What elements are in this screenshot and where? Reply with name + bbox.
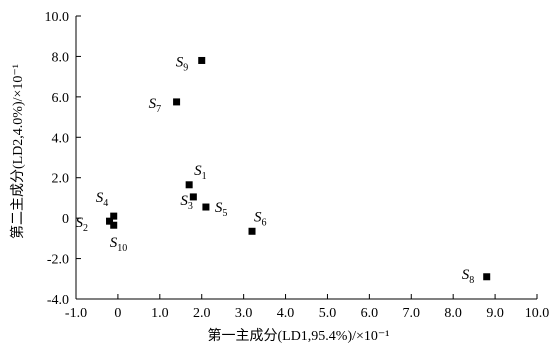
x-tick-label: 4.0 bbox=[277, 306, 295, 321]
point-label-letter: S bbox=[215, 200, 223, 216]
point-label-S5: S5 bbox=[215, 200, 228, 219]
axes: -1.0 0 1.0 2.0 3.0 4.0 5.0 6.0 7.0 8.0 9.0 10.0 -4.0… bbox=[45, 10, 550, 321]
point-S10 bbox=[110, 221, 118, 229]
x-tick-label: 0 bbox=[114, 306, 121, 321]
point-label-S1: S1 bbox=[194, 163, 207, 182]
point-label-letter: S bbox=[462, 267, 470, 283]
y-axis-title: 第二主成分(LD2,4.0%)/×10⁻¹ bbox=[9, 64, 26, 239]
point-label-letter: S bbox=[194, 163, 202, 179]
x-tick-label: -1.0 bbox=[65, 306, 87, 321]
point-S9 bbox=[198, 56, 206, 64]
x-tick-label: 10.0 bbox=[525, 306, 550, 321]
point-label-subscript: 10 bbox=[117, 243, 127, 254]
point-label-letter: S bbox=[254, 209, 262, 225]
point-label-S10: S10 bbox=[110, 235, 128, 254]
point-label-letter: S bbox=[180, 193, 188, 209]
point-label-S7: S7 bbox=[149, 96, 162, 115]
point-label-S3: S3 bbox=[180, 193, 193, 212]
point-S3 bbox=[189, 193, 197, 201]
y-tick-label: 4.0 bbox=[52, 131, 70, 146]
x-tick-label: 5.0 bbox=[319, 306, 337, 321]
point-label-letter: S bbox=[149, 96, 157, 112]
point-label-subscript: 5 bbox=[222, 208, 227, 219]
y-tick-label: 10.0 bbox=[45, 10, 70, 25]
point-label-S2: S2 bbox=[76, 215, 89, 234]
point-S5 bbox=[202, 203, 210, 211]
point-label-subscript: 1 bbox=[202, 171, 207, 182]
point-label-S8: S8 bbox=[462, 267, 475, 286]
point-label-S6: S6 bbox=[254, 209, 267, 228]
y-tick-label: 8.0 bbox=[52, 50, 70, 65]
y-tick-label: 0 bbox=[62, 212, 69, 227]
x-tick-label: 7.0 bbox=[403, 306, 421, 321]
x-tick-label: 2.0 bbox=[193, 306, 211, 321]
point-label-S9: S9 bbox=[176, 54, 189, 73]
point-label-letter: S bbox=[76, 215, 84, 231]
y-tick-label: -4.0 bbox=[47, 293, 69, 308]
point-S6 bbox=[248, 227, 256, 235]
point-label-subscript: 7 bbox=[156, 104, 161, 115]
x-tick-label: 8.0 bbox=[444, 306, 462, 321]
point-S2 bbox=[106, 217, 114, 225]
point-S4 bbox=[110, 212, 118, 220]
x-tick-label: 9.0 bbox=[486, 306, 504, 321]
point-label-letter: S bbox=[110, 235, 118, 251]
point-label-S4: S4 bbox=[96, 190, 109, 209]
point-label-subscript: 8 bbox=[469, 275, 474, 286]
x-tick-label: 1.0 bbox=[151, 306, 169, 321]
point-S8 bbox=[483, 273, 491, 281]
point-label-subscript: 4 bbox=[103, 198, 108, 209]
y-tick-label: 6.0 bbox=[52, 91, 70, 106]
x-tick-label: 6.0 bbox=[361, 306, 379, 321]
point-label-subscript: 2 bbox=[83, 223, 88, 234]
point-label-letter: S bbox=[176, 54, 184, 70]
point-label-letter: S bbox=[96, 190, 104, 206]
point-S1 bbox=[185, 181, 193, 189]
y-tick-label: 2.0 bbox=[52, 172, 70, 187]
x-axis-title: 第一主成分(LD1,95.4%)/×10⁻¹ bbox=[207, 327, 389, 344]
point-label-subscript: 3 bbox=[188, 201, 193, 212]
point-label-subscript: 6 bbox=[262, 217, 267, 228]
y-tick-label: -2.0 bbox=[47, 253, 69, 268]
point-S7 bbox=[173, 98, 181, 106]
x-tick-label: 3.0 bbox=[235, 306, 253, 321]
point-label-subscript: 9 bbox=[183, 62, 188, 73]
